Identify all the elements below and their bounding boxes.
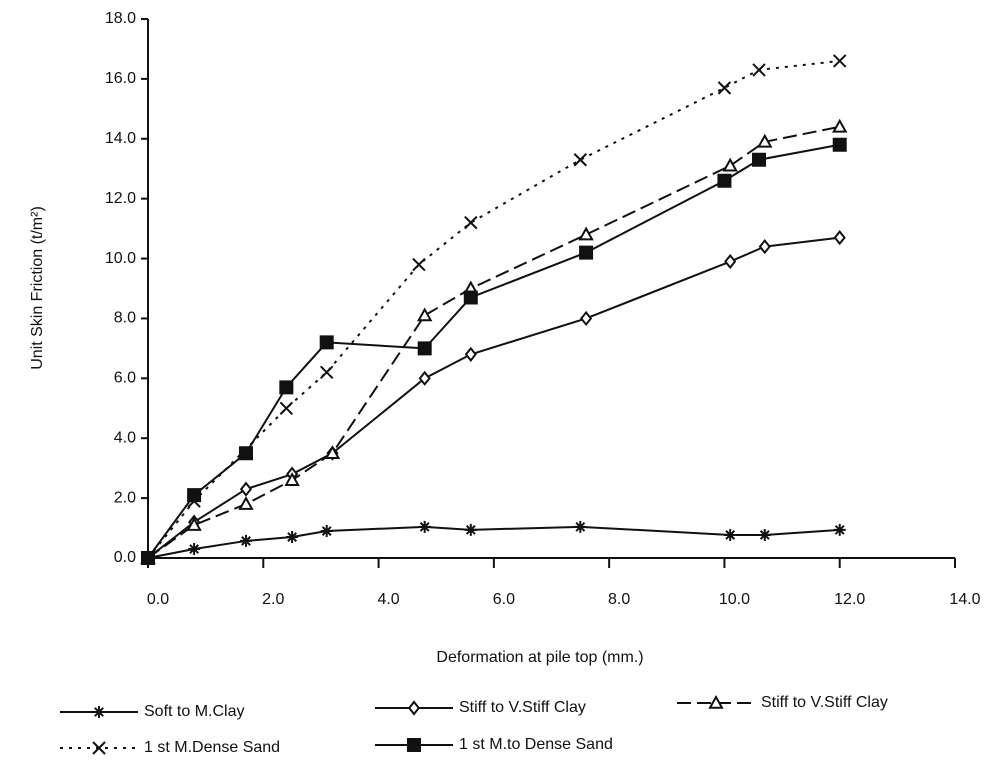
marker [416,307,433,322]
marker [418,370,431,386]
marker [286,531,299,544]
x-tick-label: 2.0 [262,591,284,608]
legend-label: 1 st M.to Dense Sand [459,736,613,753]
marker [580,310,593,327]
x-tick-label: 14.0 [949,591,980,608]
marker [319,365,334,380]
x-tick-label: 10.0 [719,591,750,608]
marker [708,694,724,709]
marker [717,81,732,95]
marker [463,290,478,305]
y-tick-label: 14.0 [105,130,136,147]
marker [279,401,294,415]
marker [238,446,253,461]
marker [758,238,771,255]
marker [187,488,202,503]
marker [757,133,773,148]
marker [407,700,421,716]
marker [238,496,254,510]
marker [284,472,300,486]
y-tick-label: 0.0 [114,549,136,566]
legend-label: 1 st M.Dense Sand [144,739,280,756]
marker [407,738,421,752]
marker [464,523,477,536]
series-line [147,125,840,559]
y-tick-label: 4.0 [114,429,136,446]
marker [833,229,846,246]
marker [833,54,847,68]
marker [93,706,105,718]
y-tick-label: 2.0 [114,489,136,506]
x-tick-label: 6.0 [493,591,515,608]
marker [758,528,771,541]
marker [186,517,202,531]
y-axis-label: Unit Skin Friction (t/m²) [29,206,46,370]
marker [141,551,155,565]
marker [573,153,588,167]
marker [320,525,333,538]
marker [319,335,334,350]
marker [578,226,594,241]
y-tick-label: 6.0 [114,370,136,387]
marker [724,528,737,541]
legend-label: Stiff to V.Stiff Clay [761,694,888,711]
x-tick-label: 8.0 [608,591,630,608]
marker [832,118,848,133]
marker [752,63,766,77]
marker [188,543,201,556]
marker [833,523,846,536]
marker [412,257,426,272]
marker [92,741,106,755]
series-line [147,143,840,559]
marker [464,215,478,230]
marker [752,152,767,167]
marker [832,137,847,152]
marker [417,341,432,356]
marker [717,173,732,188]
x-tick-label: 0.0 [147,591,169,608]
series-line [147,525,840,559]
marker [574,520,587,533]
legend-label: Soft to M.Clay [144,703,244,720]
series-line [147,236,840,559]
marker [722,157,738,172]
x-axis-label: Deformation at pile top (mm.) [436,649,643,666]
y-tick-label: 18.0 [105,10,136,27]
y-tick-label: 12.0 [105,190,136,207]
y-tick-label: 8.0 [114,310,136,327]
marker [724,253,737,270]
marker [579,245,594,260]
marker [239,481,253,497]
marker [418,520,431,533]
marker [324,445,341,459]
marker [239,534,252,547]
x-tick-label: 12.0 [834,591,865,608]
x-tick-label: 4.0 [377,591,399,608]
y-tick-label: 10.0 [105,250,136,267]
marker [279,380,294,395]
series-line [147,59,840,559]
marker [464,346,477,362]
y-tick-label: 16.0 [105,70,136,87]
legend-label: Stiff to V.Stiff Clay [459,699,586,716]
